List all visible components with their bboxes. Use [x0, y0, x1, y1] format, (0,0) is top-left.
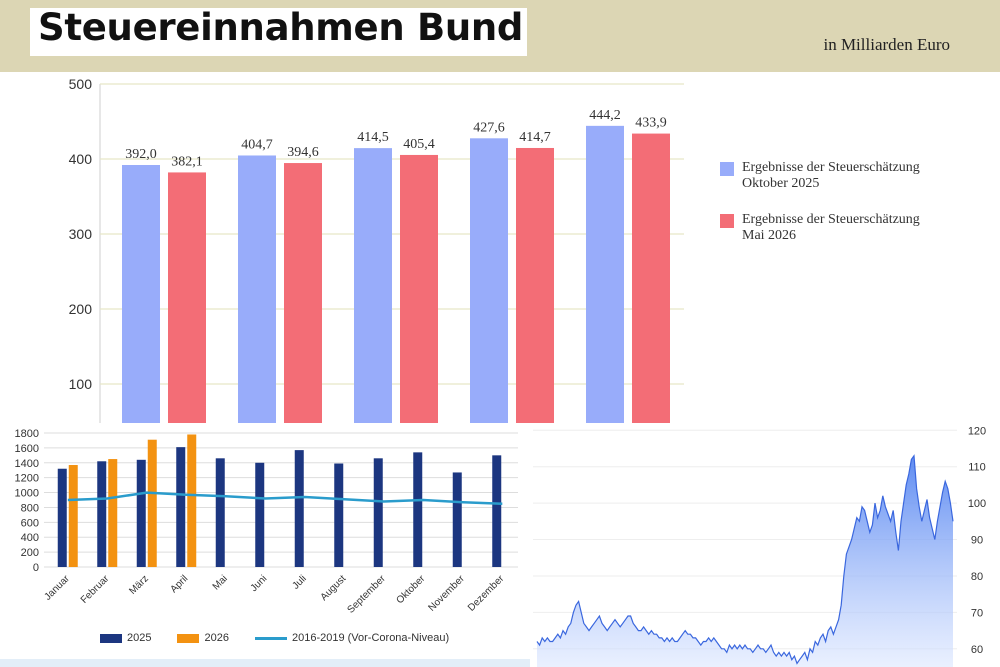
y-tick-label: 1400 [15, 458, 39, 470]
legend-sublabel-mai: Mai 2026 [742, 228, 797, 243]
forecast-legend: Ergebnisse der Steuerschätzung Oktober 2… [720, 160, 920, 264]
data-label: 392,0 [125, 147, 157, 162]
y-tick-label: 120 [968, 425, 986, 437]
legend-item-vor-corona: 2016-2019 (Vor-Corona-Niveau) [254, 632, 450, 644]
legend-swatch-mai [720, 214, 734, 228]
y-tick-label: 600 [21, 517, 39, 529]
y-tick-label: 500 [69, 76, 93, 92]
y-tick-label: 1800 [15, 428, 39, 440]
bar-mai [284, 163, 322, 423]
bar-oktober [122, 165, 160, 423]
y-tick-label: 100 [968, 498, 986, 510]
y-tick-label: 90 [971, 535, 983, 547]
bar-mai [168, 172, 206, 423]
line-vor-corona [67, 491, 503, 505]
data-label: 394,6 [287, 145, 319, 160]
bar-oktober [238, 155, 276, 423]
data-label: 404,7 [241, 137, 273, 152]
legend-label-2025: 2025 [127, 632, 152, 644]
bar-mai [516, 147, 554, 423]
bar-2026 [187, 434, 197, 567]
legend-item-2025: 2025 [100, 632, 151, 644]
data-label: 382,1 [171, 154, 203, 169]
bar-mai [400, 154, 438, 423]
footer-strip [0, 659, 530, 667]
legend-item-2026: 2026 [177, 632, 229, 644]
data-label: 427,6 [473, 120, 505, 135]
bar-2025 [176, 447, 186, 567]
y-tick-label: 400 [21, 532, 39, 544]
data-label: 433,9 [635, 116, 667, 131]
y-tick-label: 110 [968, 462, 986, 474]
bar-2026 [68, 465, 78, 567]
bar-2025 [452, 472, 462, 567]
y-tick-label: 70 [971, 607, 983, 619]
bar-oktober [354, 148, 392, 423]
bar-2026 [147, 439, 157, 567]
bar-2025 [334, 463, 344, 567]
y-tick-label: 80 [971, 571, 983, 583]
y-tick-label: 400 [69, 151, 93, 167]
bar-2025 [215, 458, 225, 567]
legend-swatch-oktober [720, 162, 734, 176]
data-label: 405,4 [403, 137, 435, 152]
bar-2025 [294, 450, 304, 567]
bar-2025 [97, 461, 107, 567]
legend-swatch-2025 [100, 633, 122, 643]
y-tick-label: 200 [69, 301, 93, 317]
legend-item-oktober: Ergebnisse der Steuerschätzung Oktober 2… [720, 160, 920, 192]
y-tick-label: 1600 [15, 443, 39, 455]
data-label: 444,2 [589, 108, 621, 123]
legend-swatch-vor-corona [254, 636, 287, 640]
bar-2025 [136, 459, 146, 567]
data-label: 414,7 [519, 130, 551, 145]
legend-item-mai: Ergebnisse der Steuerschätzung Mai 2026 [720, 212, 920, 244]
bar-2025 [413, 452, 423, 567]
y-tick-label: 800 [21, 502, 39, 514]
title-box [30, 8, 527, 56]
price-area [537, 455, 953, 667]
y-tick-label: 100 [69, 376, 93, 392]
legend-label-vor-corona: 2016-2019 (Vor-Corona-Niveau) [291, 632, 450, 644]
bar-2025 [492, 455, 502, 567]
legend-label-oktober: Ergebnisse der Steuerschätzung [742, 160, 920, 175]
forecast-bar-chart: 100 200 300 400 500 392,0 404,7 414,5 427,6 444,2… [69, 76, 684, 423]
y-tick-label: 300 [69, 226, 93, 242]
unit-label: in Milliarden Euro [823, 35, 950, 54]
bar-2025 [57, 468, 67, 567]
bar-oktober [586, 125, 624, 423]
price-area-chart: 60 70 80 90 100 110 120 [533, 423, 1000, 667]
y-tick-label: 1000 [15, 488, 39, 500]
monthly-legend: 2025 2026 2016-2019 (Vor-Corona-Niveau) [100, 632, 449, 644]
bar-mai [632, 133, 670, 423]
legend-label-mai: Ergebnisse der Steuerschätzung [742, 212, 920, 227]
bar-2025 [255, 462, 265, 567]
y-tick-label: 200 [21, 547, 39, 559]
page-title: Steuereinnahmen Bund [38, 6, 524, 49]
y-tick-label: 60 [971, 644, 983, 656]
legend-label-2026: 2026 [204, 632, 229, 644]
legend-sublabel-oktober: Oktober 2025 [742, 176, 820, 191]
y-tick-label: 1200 [15, 473, 39, 485]
data-label: 414,5 [357, 130, 389, 145]
bar-oktober [470, 138, 508, 423]
price-line [536, 454, 954, 665]
bar-2025 [373, 458, 383, 567]
y-tick-label: 0 [33, 562, 39, 574]
chart-background [0, 423, 530, 667]
bar-2026 [108, 459, 118, 567]
legend-swatch-2026 [177, 633, 200, 643]
